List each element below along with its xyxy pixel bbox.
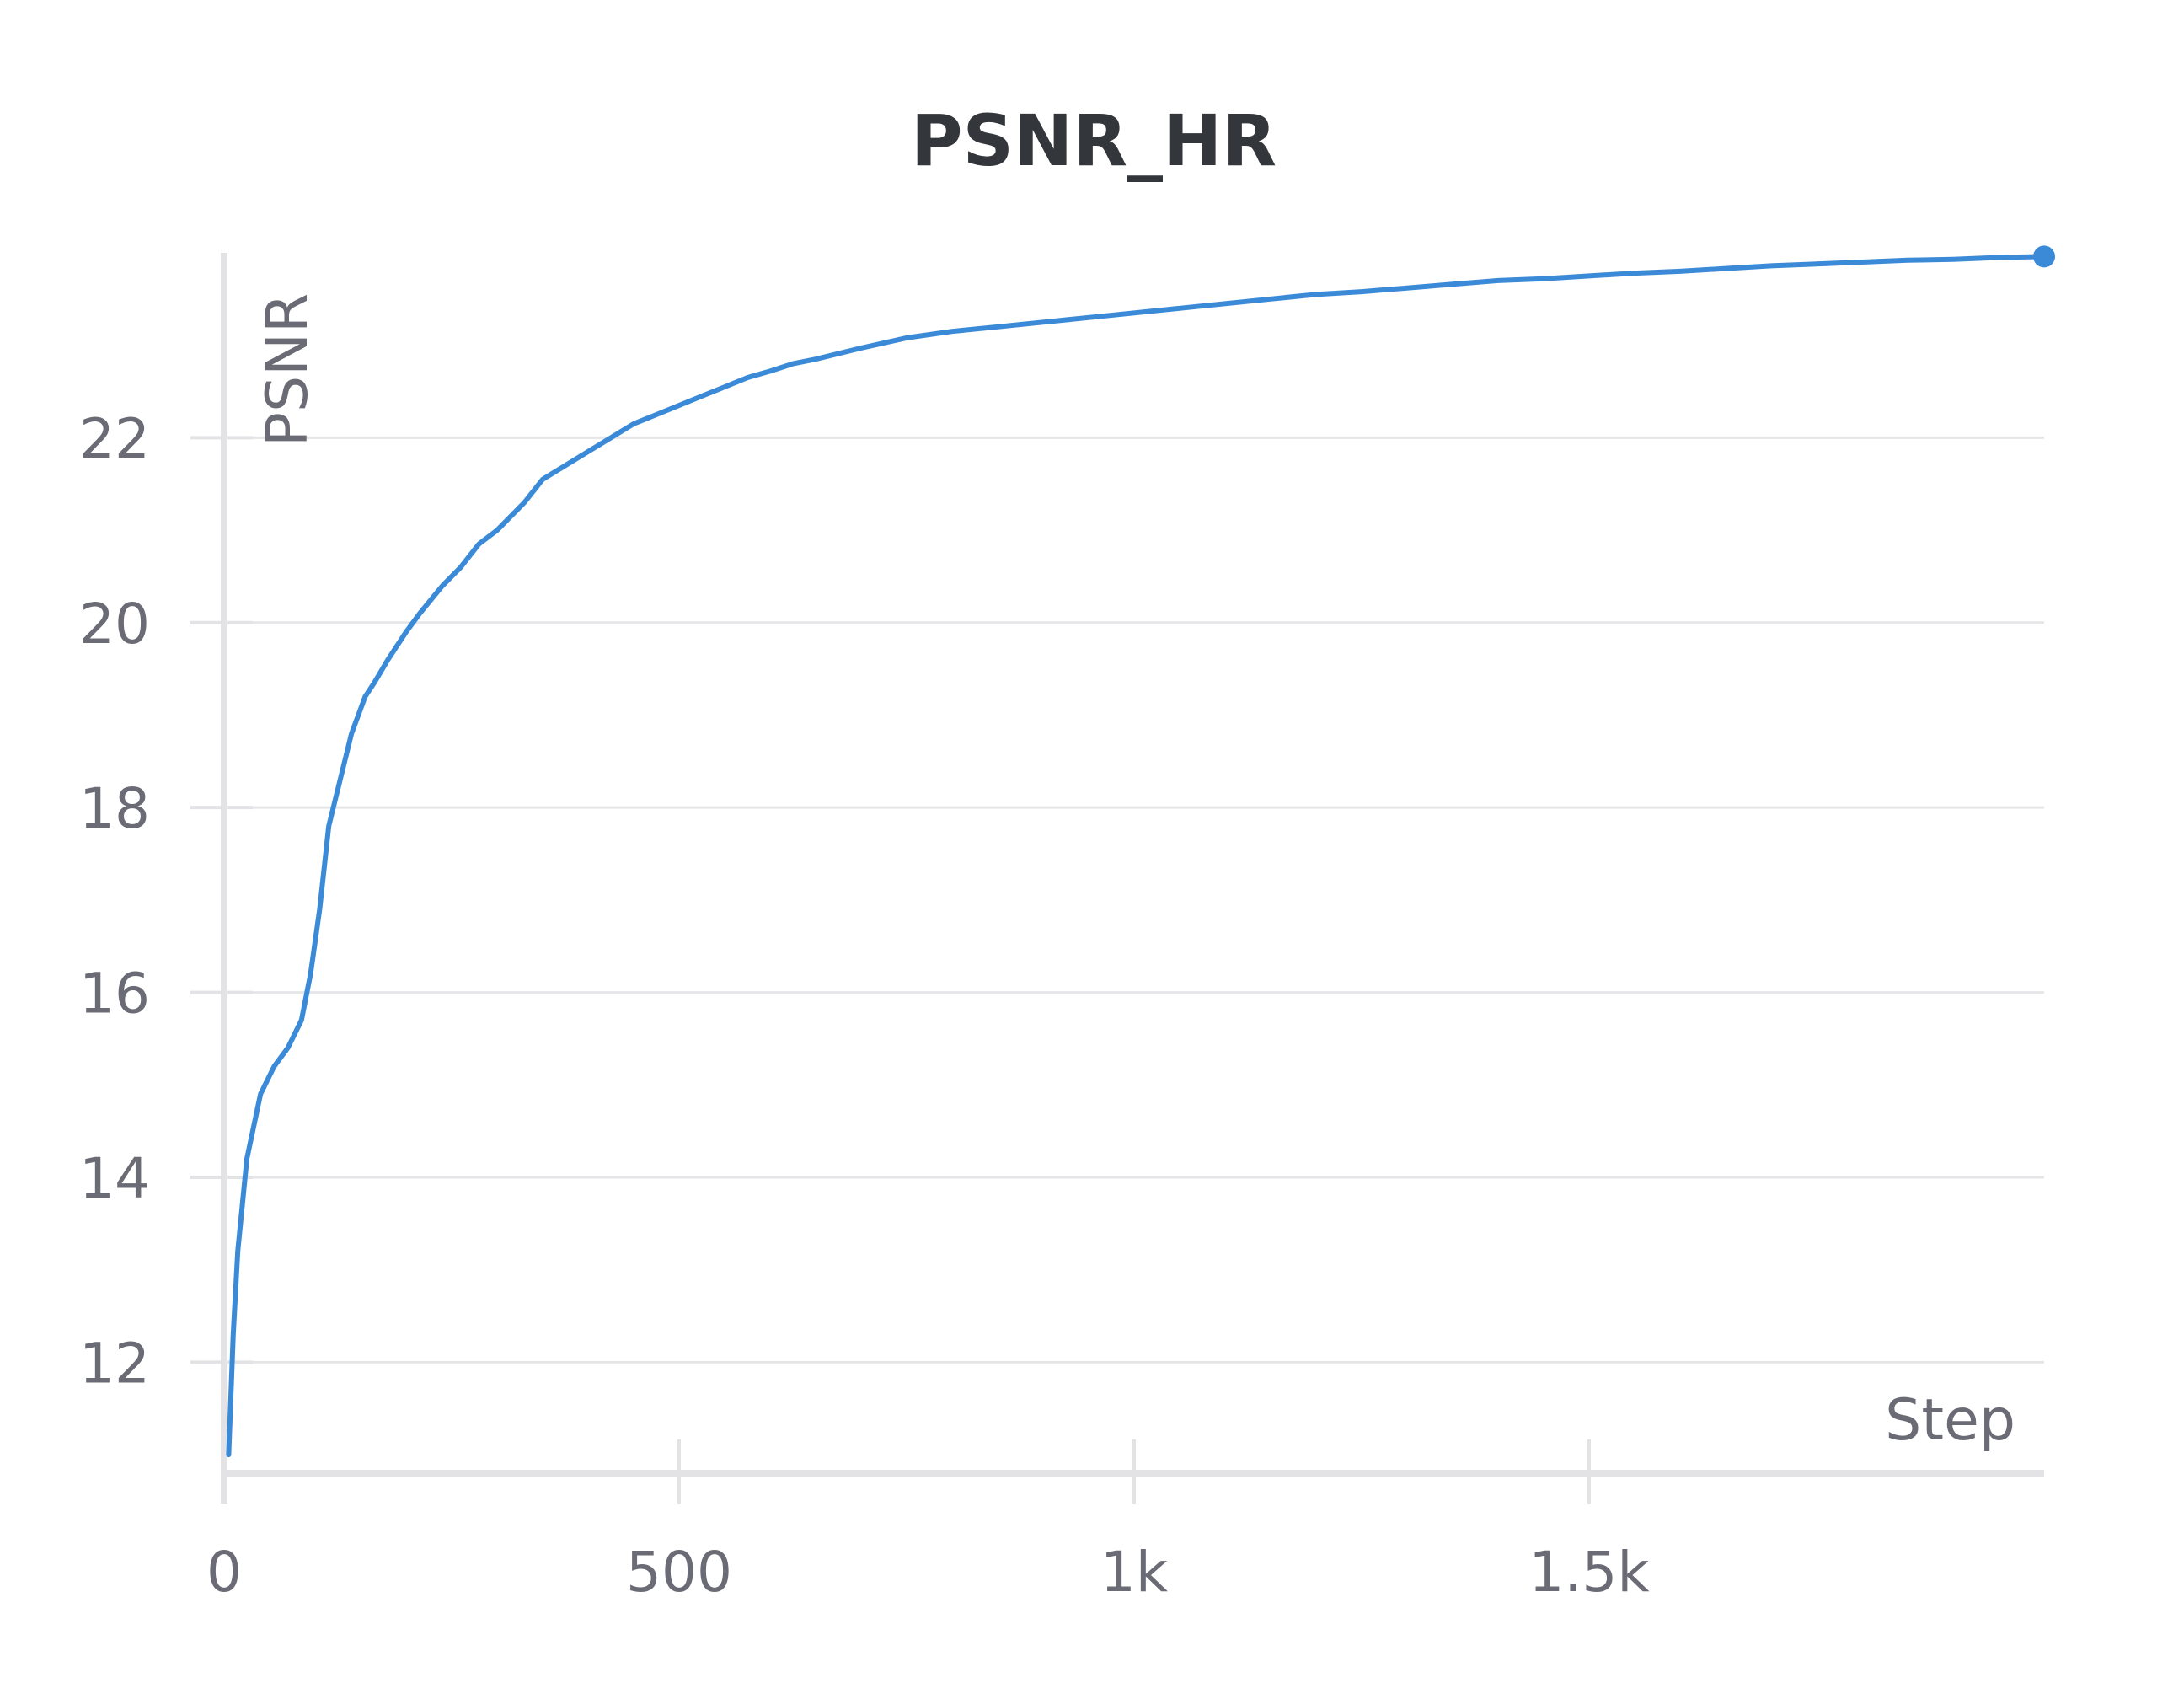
series-layer <box>226 245 2055 1458</box>
grid-layer <box>224 436 2044 1364</box>
y-tick-label: 14 <box>79 1146 150 1211</box>
series-line <box>226 254 2047 1458</box>
chart-title: PSNR_HR <box>911 99 1277 182</box>
x-tick-label: 1.5k <box>1528 1540 1650 1605</box>
axis-layer: 12 14 16 18 20 22 0 500 1k 1.5k <box>79 253 2044 1605</box>
x-tick-label: 0 <box>206 1540 242 1605</box>
x-tick-label: 500 <box>626 1540 732 1605</box>
y-tick-label: 20 <box>79 592 150 657</box>
y-tick-label: 16 <box>79 962 150 1026</box>
x-tick-label: 1k <box>1100 1540 1169 1605</box>
x-axis-label: Step <box>1885 1387 2015 1454</box>
series-end-point <box>2033 245 2055 268</box>
y-tick-label: 12 <box>79 1331 150 1396</box>
y-axis-label: PSNR <box>254 293 321 447</box>
y-tick-label: 22 <box>79 406 150 471</box>
y-tick-label: 18 <box>79 776 150 841</box>
